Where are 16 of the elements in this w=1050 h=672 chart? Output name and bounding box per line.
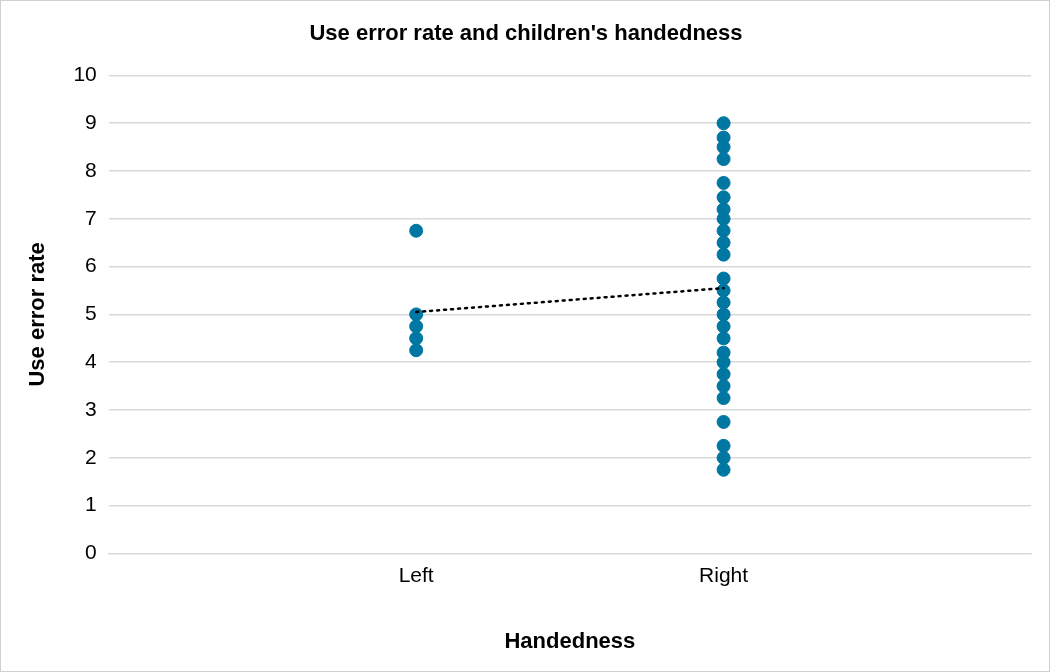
y-axis-title: Use error rate bbox=[24, 242, 50, 387]
y-tick-label: 0 bbox=[85, 540, 97, 564]
y-tick-label: 5 bbox=[85, 301, 97, 325]
x-tick-label: Left bbox=[398, 562, 434, 586]
chart-title: Use error rate and children's handedness bbox=[309, 20, 743, 46]
y-tick-label: 9 bbox=[85, 110, 97, 133]
y-tick-label: 4 bbox=[85, 349, 98, 372]
y-tick-label: 7 bbox=[85, 205, 97, 229]
x-axis-title: Handedness bbox=[504, 627, 636, 653]
x-tick-label: Right bbox=[699, 562, 749, 586]
y-tick-label: 8 bbox=[85, 157, 97, 181]
y-tick-label: 2 bbox=[85, 444, 97, 468]
y-tick-label: 10 bbox=[73, 62, 97, 86]
y-tick-label: 6 bbox=[85, 253, 97, 277]
y-tick-label: 3 bbox=[85, 396, 97, 420]
y-tick-label: 1 bbox=[85, 492, 97, 516]
